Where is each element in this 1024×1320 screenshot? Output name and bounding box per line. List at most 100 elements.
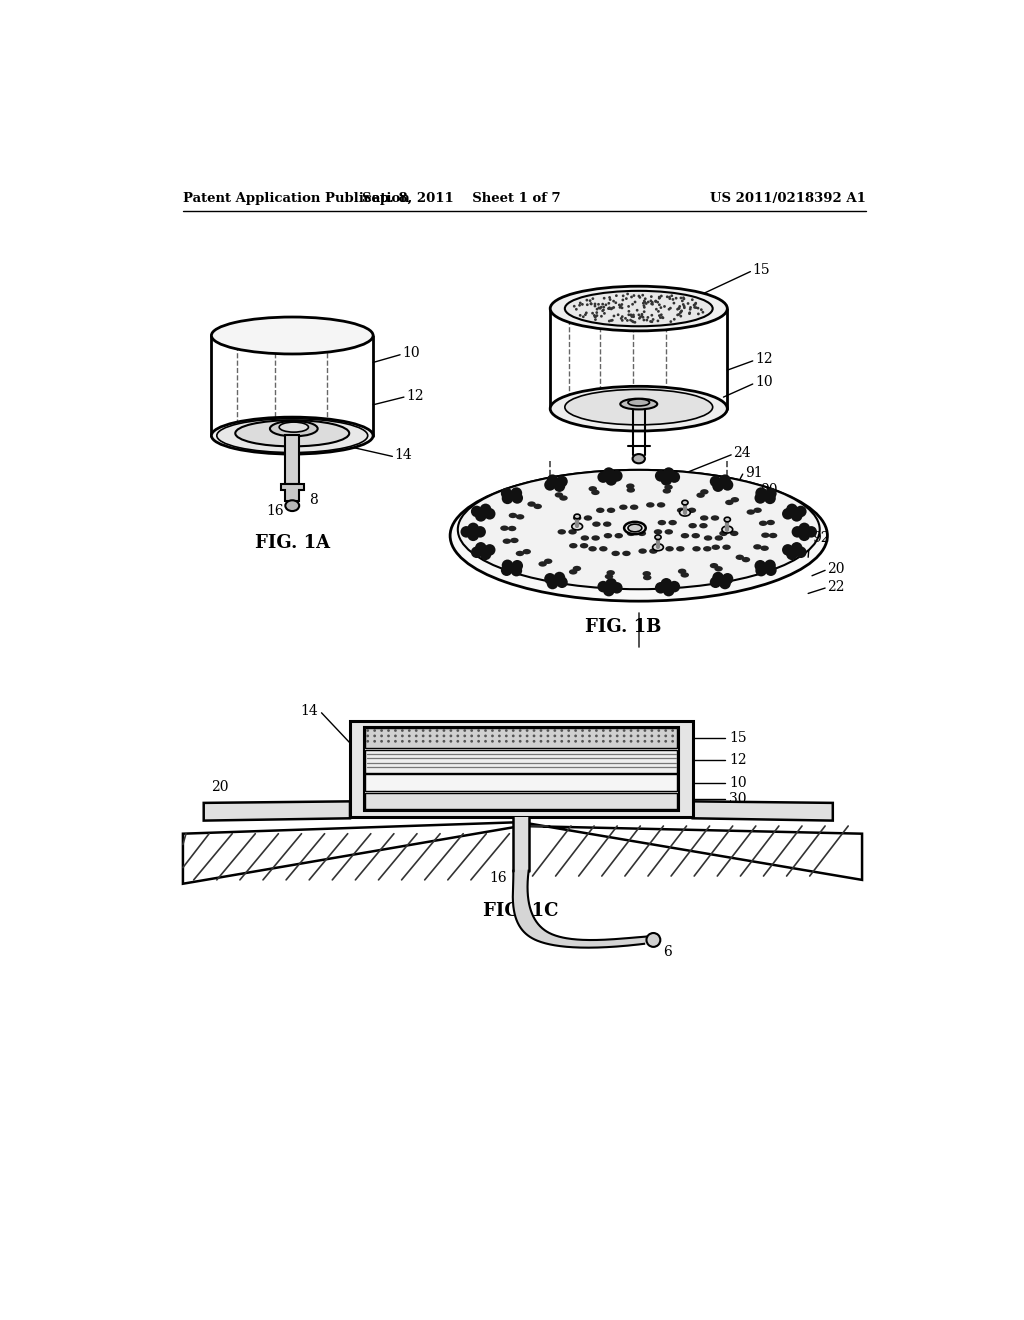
Ellipse shape [688, 508, 696, 513]
Ellipse shape [663, 488, 671, 494]
Bar [366, 793, 677, 809]
Circle shape [556, 475, 567, 487]
Circle shape [630, 729, 633, 731]
Ellipse shape [657, 520, 666, 525]
Circle shape [765, 487, 776, 499]
Circle shape [594, 302, 596, 305]
Circle shape [683, 306, 686, 309]
Circle shape [401, 734, 403, 738]
Circle shape [597, 471, 609, 483]
Circle shape [463, 729, 466, 731]
Circle shape [654, 300, 657, 302]
Text: 10: 10 [755, 375, 773, 389]
Ellipse shape [589, 546, 597, 552]
Circle shape [505, 734, 508, 738]
Text: 15: 15 [729, 731, 746, 746]
Ellipse shape [712, 545, 720, 550]
Circle shape [601, 302, 604, 305]
Ellipse shape [557, 529, 566, 535]
Circle shape [525, 741, 528, 743]
Circle shape [387, 741, 390, 743]
Circle shape [623, 741, 626, 743]
Ellipse shape [643, 576, 651, 581]
Circle shape [692, 304, 695, 306]
Circle shape [650, 321, 653, 323]
Circle shape [598, 306, 600, 309]
Ellipse shape [451, 470, 827, 601]
Text: 12: 12 [729, 752, 746, 767]
Circle shape [786, 504, 798, 515]
Circle shape [429, 741, 431, 743]
Circle shape [612, 300, 615, 302]
Ellipse shape [703, 546, 712, 552]
Circle shape [672, 729, 674, 731]
Circle shape [657, 729, 660, 731]
Ellipse shape [503, 539, 511, 544]
Circle shape [662, 317, 665, 319]
Text: 16: 16 [489, 871, 507, 886]
Circle shape [641, 294, 644, 297]
Circle shape [498, 734, 501, 738]
Ellipse shape [649, 548, 657, 554]
Circle shape [408, 729, 411, 731]
Circle shape [475, 543, 486, 553]
Circle shape [470, 741, 473, 743]
Ellipse shape [544, 558, 552, 564]
Ellipse shape [665, 484, 673, 490]
Circle shape [556, 577, 567, 587]
Circle shape [588, 734, 591, 738]
Circle shape [672, 741, 674, 743]
Circle shape [608, 298, 611, 301]
Circle shape [586, 298, 588, 301]
Text: 30: 30 [729, 792, 746, 807]
Circle shape [367, 734, 369, 738]
Circle shape [394, 741, 397, 743]
Ellipse shape [665, 529, 673, 535]
Circle shape [484, 544, 496, 556]
Circle shape [628, 310, 631, 313]
Ellipse shape [680, 510, 690, 516]
Circle shape [669, 306, 672, 309]
Circle shape [638, 294, 640, 297]
Ellipse shape [569, 569, 578, 574]
Circle shape [484, 508, 496, 520]
Circle shape [621, 304, 624, 306]
Circle shape [474, 527, 486, 537]
Ellipse shape [681, 533, 689, 539]
Bar [366, 729, 677, 748]
Circle shape [673, 302, 675, 305]
Circle shape [519, 734, 521, 738]
Circle shape [477, 729, 480, 731]
Circle shape [713, 480, 724, 492]
Circle shape [463, 734, 466, 738]
Circle shape [683, 305, 685, 308]
Circle shape [415, 729, 418, 731]
Circle shape [665, 729, 667, 731]
Ellipse shape [614, 533, 623, 539]
Circle shape [782, 544, 794, 556]
Circle shape [586, 304, 589, 306]
Circle shape [678, 306, 680, 309]
Circle shape [658, 314, 660, 317]
Circle shape [442, 729, 445, 731]
Circle shape [422, 729, 425, 731]
Circle shape [608, 308, 611, 310]
Circle shape [588, 729, 591, 731]
Circle shape [457, 729, 459, 731]
Circle shape [574, 741, 577, 743]
Ellipse shape [682, 500, 688, 504]
Circle shape [525, 734, 528, 738]
Circle shape [694, 306, 697, 309]
Ellipse shape [580, 543, 589, 548]
Circle shape [408, 741, 411, 743]
Circle shape [544, 479, 556, 491]
Circle shape [595, 741, 598, 743]
Circle shape [645, 318, 648, 322]
Circle shape [670, 321, 672, 323]
Circle shape [756, 565, 767, 577]
Circle shape [620, 305, 622, 308]
Circle shape [470, 729, 473, 731]
Circle shape [659, 306, 663, 309]
Circle shape [666, 296, 669, 298]
Ellipse shape [584, 515, 592, 520]
